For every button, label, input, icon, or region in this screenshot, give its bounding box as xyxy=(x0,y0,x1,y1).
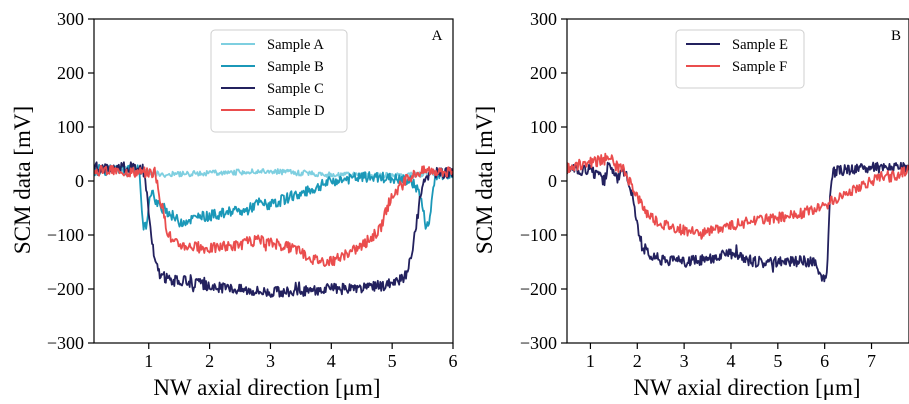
x-tick-label: 4 xyxy=(327,351,336,371)
series-group-a xyxy=(94,161,453,298)
plot-area-a xyxy=(94,161,453,298)
y-tick-label: −300 xyxy=(47,333,84,353)
y-tick-label: 300 xyxy=(530,9,557,29)
x-tick-label: 5 xyxy=(773,351,782,371)
x-tick-label: 1 xyxy=(586,351,595,371)
axes-b: 300 200 100 0 −100 −200 −300 1 2 3 4 5 6 7 xyxy=(520,9,909,371)
legend-label: Sample F xyxy=(732,59,787,75)
x-tick-label: 7 xyxy=(867,351,876,371)
legend-label: Sample B xyxy=(267,59,324,75)
series-group-b xyxy=(567,152,909,283)
y-tick-label: −100 xyxy=(520,225,557,245)
y-tick-label: −200 xyxy=(520,279,557,299)
series-line-sample-c xyxy=(94,161,453,298)
axes-a: 300 200 100 0 −100 −200 −300 1 2 3 4 5 6 xyxy=(47,9,458,371)
x-tick-label: 1 xyxy=(144,351,153,371)
x-axis-label-b: NW axial direction [μm] xyxy=(633,375,860,400)
x-axis-label-a: NW axial direction [μm] xyxy=(153,375,380,400)
series-line-sample-b xyxy=(94,163,453,231)
y-axis-label-b: SCM data [mV] xyxy=(472,106,497,254)
y-tick-label: 100 xyxy=(530,117,557,137)
legend-label: Sample E xyxy=(732,37,788,53)
panel-label-b: B xyxy=(891,28,901,44)
x-tick-label: 2 xyxy=(633,351,642,371)
y-tick-label: 0 xyxy=(548,171,557,191)
legend-a: Sample A Sample B Sample C Sample D xyxy=(210,29,348,133)
x-tick-label: 3 xyxy=(266,351,275,371)
legend-label: Sample A xyxy=(267,37,324,53)
legend-label: Sample C xyxy=(267,81,324,97)
series-line-sample-f xyxy=(567,152,909,240)
series-line-sample-d xyxy=(94,164,453,267)
x-tick-label: 2 xyxy=(205,351,214,371)
y-tick-label: −200 xyxy=(47,279,84,299)
y-tick-label: −300 xyxy=(520,333,557,353)
y-tick-label: 200 xyxy=(57,63,84,83)
plot-area-b xyxy=(567,152,909,283)
legend-b: Sample E Sample F xyxy=(675,29,805,89)
x-tick-label: 4 xyxy=(726,351,735,371)
y-axis-label-a: SCM data [mV] xyxy=(10,106,35,254)
panel-label-a: A xyxy=(432,28,443,44)
y-tick-label: 200 xyxy=(530,63,557,83)
chart-panel-b: 300 200 100 0 −100 −200 −300 1 2 3 4 5 6 7 NW axial d… xyxy=(472,9,909,400)
x-tick-label: 6 xyxy=(820,351,829,371)
x-tick-label: 3 xyxy=(680,351,689,371)
x-tick-label: 5 xyxy=(388,351,397,371)
legend-label: Sample D xyxy=(267,103,325,119)
y-tick-label: 0 xyxy=(75,171,84,191)
y-tick-label: 300 xyxy=(57,9,84,29)
y-tick-label: 100 xyxy=(57,117,84,137)
y-tick-label: −100 xyxy=(47,225,84,245)
chart-panel-a: 300 200 100 0 −100 −200 −300 1 2 3 4 5 6 NW axial di… xyxy=(10,9,458,400)
x-tick-label: 6 xyxy=(449,351,458,371)
legend-box-a xyxy=(210,29,348,133)
